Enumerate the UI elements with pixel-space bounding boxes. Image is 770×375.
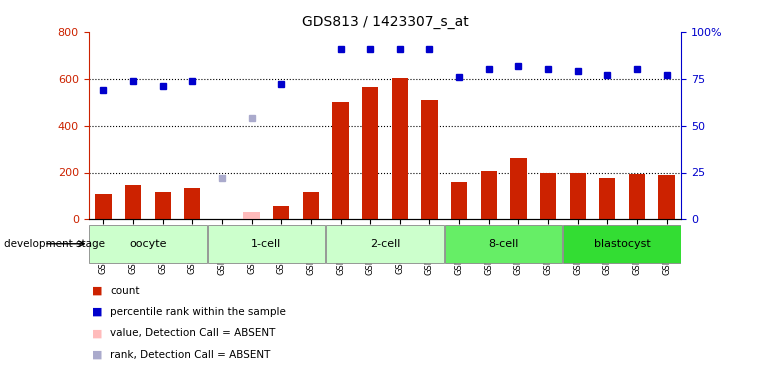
Bar <box>392 78 408 219</box>
Bar <box>362 87 378 219</box>
Bar <box>95 194 112 219</box>
Text: percentile rank within the sample: percentile rank within the sample <box>110 307 286 317</box>
Bar <box>333 102 349 219</box>
Text: ■: ■ <box>92 328 103 338</box>
Bar <box>599 178 615 219</box>
Bar <box>243 212 259 219</box>
FancyBboxPatch shape <box>564 225 681 263</box>
FancyBboxPatch shape <box>89 225 206 263</box>
Bar <box>480 171 497 219</box>
Text: 8-cell: 8-cell <box>488 239 519 249</box>
Bar <box>421 100 437 219</box>
FancyBboxPatch shape <box>326 225 444 263</box>
Text: count: count <box>110 286 139 296</box>
Bar <box>273 207 290 219</box>
FancyBboxPatch shape <box>208 225 325 263</box>
Bar <box>155 192 171 219</box>
Text: oocyte: oocyte <box>129 239 166 249</box>
Bar <box>629 174 645 219</box>
Bar <box>570 172 586 219</box>
Text: rank, Detection Call = ABSENT: rank, Detection Call = ABSENT <box>110 350 270 360</box>
Bar <box>184 188 200 219</box>
Bar <box>125 185 141 219</box>
Text: blastocyst: blastocyst <box>594 239 651 249</box>
Bar <box>451 182 467 219</box>
Bar <box>540 172 556 219</box>
Bar <box>658 175 675 219</box>
FancyBboxPatch shape <box>445 225 562 263</box>
Text: ■: ■ <box>92 286 103 296</box>
Text: ■: ■ <box>92 307 103 317</box>
Bar <box>303 192 319 219</box>
Text: 1-cell: 1-cell <box>251 239 282 249</box>
Text: value, Detection Call = ABSENT: value, Detection Call = ABSENT <box>110 328 276 338</box>
Bar <box>511 158 527 219</box>
Text: 2-cell: 2-cell <box>370 239 400 249</box>
Title: GDS813 / 1423307_s_at: GDS813 / 1423307_s_at <box>302 15 468 30</box>
Text: ■: ■ <box>92 350 103 360</box>
Text: development stage: development stage <box>4 239 105 249</box>
